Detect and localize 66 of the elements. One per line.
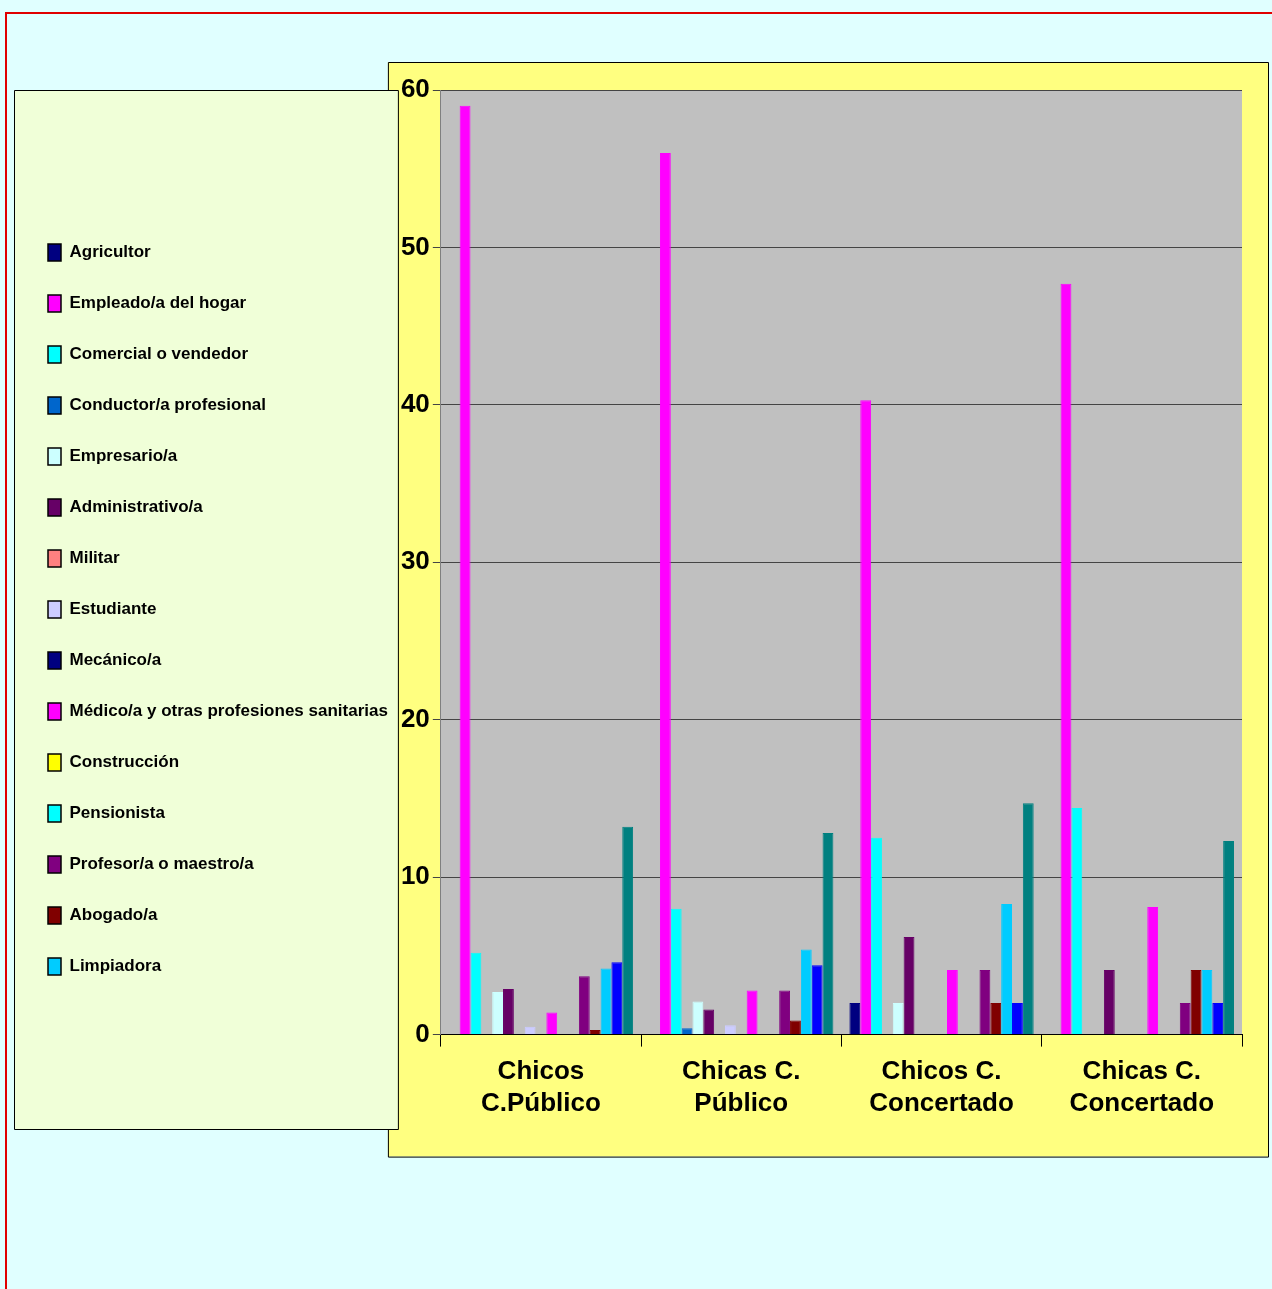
legend-label: Administrativo/a [69, 497, 204, 517]
bar [860, 400, 872, 1035]
bar [849, 1003, 861, 1035]
y-tick-label: 10 [400, 860, 430, 891]
bar [892, 1003, 904, 1035]
bar [611, 962, 623, 1035]
bar [946, 970, 958, 1035]
bar [681, 1028, 693, 1035]
bar [1190, 970, 1202, 1035]
bar [1001, 903, 1013, 1035]
bar [822, 833, 834, 1035]
y-tick-label: 60 [400, 73, 430, 104]
bar [703, 1009, 715, 1035]
x-tick-label: Chicos C. Concertado [869, 1055, 1014, 1117]
x-tick-label: Chicas C. Concertado [1069, 1055, 1215, 1117]
y-tick-label: 40 [400, 388, 430, 419]
y-tick-label: 30 [400, 545, 430, 576]
bar [589, 1029, 601, 1035]
bar [578, 976, 590, 1035]
bar [979, 970, 991, 1035]
legend-label: Empresario/a [69, 446, 178, 466]
bar [1201, 970, 1213, 1035]
y-tick-label: 0 [415, 1017, 430, 1048]
bar [1212, 1003, 1224, 1035]
legend-label: Abogado/a [69, 905, 158, 925]
x-tick-label: Chicos C.Público [481, 1055, 601, 1117]
bar [811, 965, 823, 1035]
bar [990, 1003, 1002, 1035]
legend-label: Conductor/a profesional [69, 395, 266, 415]
bar [1071, 807, 1083, 1035]
bar [622, 826, 634, 1035]
bar [492, 992, 504, 1035]
bar [800, 949, 812, 1035]
bar [871, 837, 882, 1035]
bar [1223, 840, 1234, 1035]
bar [503, 988, 514, 1035]
bar [1103, 970, 1115, 1035]
x-tick-label: Chicas C. Público [682, 1055, 801, 1117]
legend-label: Mecánico/a [69, 650, 162, 670]
bar [659, 152, 671, 1035]
legend-label: Empleado/a del hogar [69, 293, 247, 313]
bar [692, 1001, 704, 1035]
legend-label: Profesor/a o maestro/a [69, 854, 255, 874]
bar [1022, 803, 1034, 1035]
bar [600, 968, 612, 1035]
bar [670, 908, 682, 1035]
legend-label: Médico/a y otras profesiones sanitarias [69, 701, 388, 721]
y-tick-label: 50 [400, 230, 430, 261]
bar [546, 1012, 558, 1035]
legend-label: Agricultor [69, 242, 152, 262]
legend-label: Construcción [69, 752, 180, 772]
bar [1060, 283, 1072, 1035]
bar [903, 936, 915, 1035]
bar [779, 990, 791, 1035]
bar [1012, 1003, 1023, 1035]
bar [470, 952, 482, 1035]
bar [459, 105, 471, 1035]
y-tick-label: 20 [400, 702, 430, 733]
bar [1147, 907, 1159, 1035]
bar [746, 990, 758, 1035]
legend-label: Estudiante [69, 599, 157, 619]
legend-label: Pensionista [69, 803, 166, 823]
legend-label: Militar [69, 548, 120, 568]
legend-label: Limpiadora [69, 956, 162, 976]
legend-label: Comercial o vendedor [69, 344, 249, 364]
bar [1179, 1003, 1191, 1035]
